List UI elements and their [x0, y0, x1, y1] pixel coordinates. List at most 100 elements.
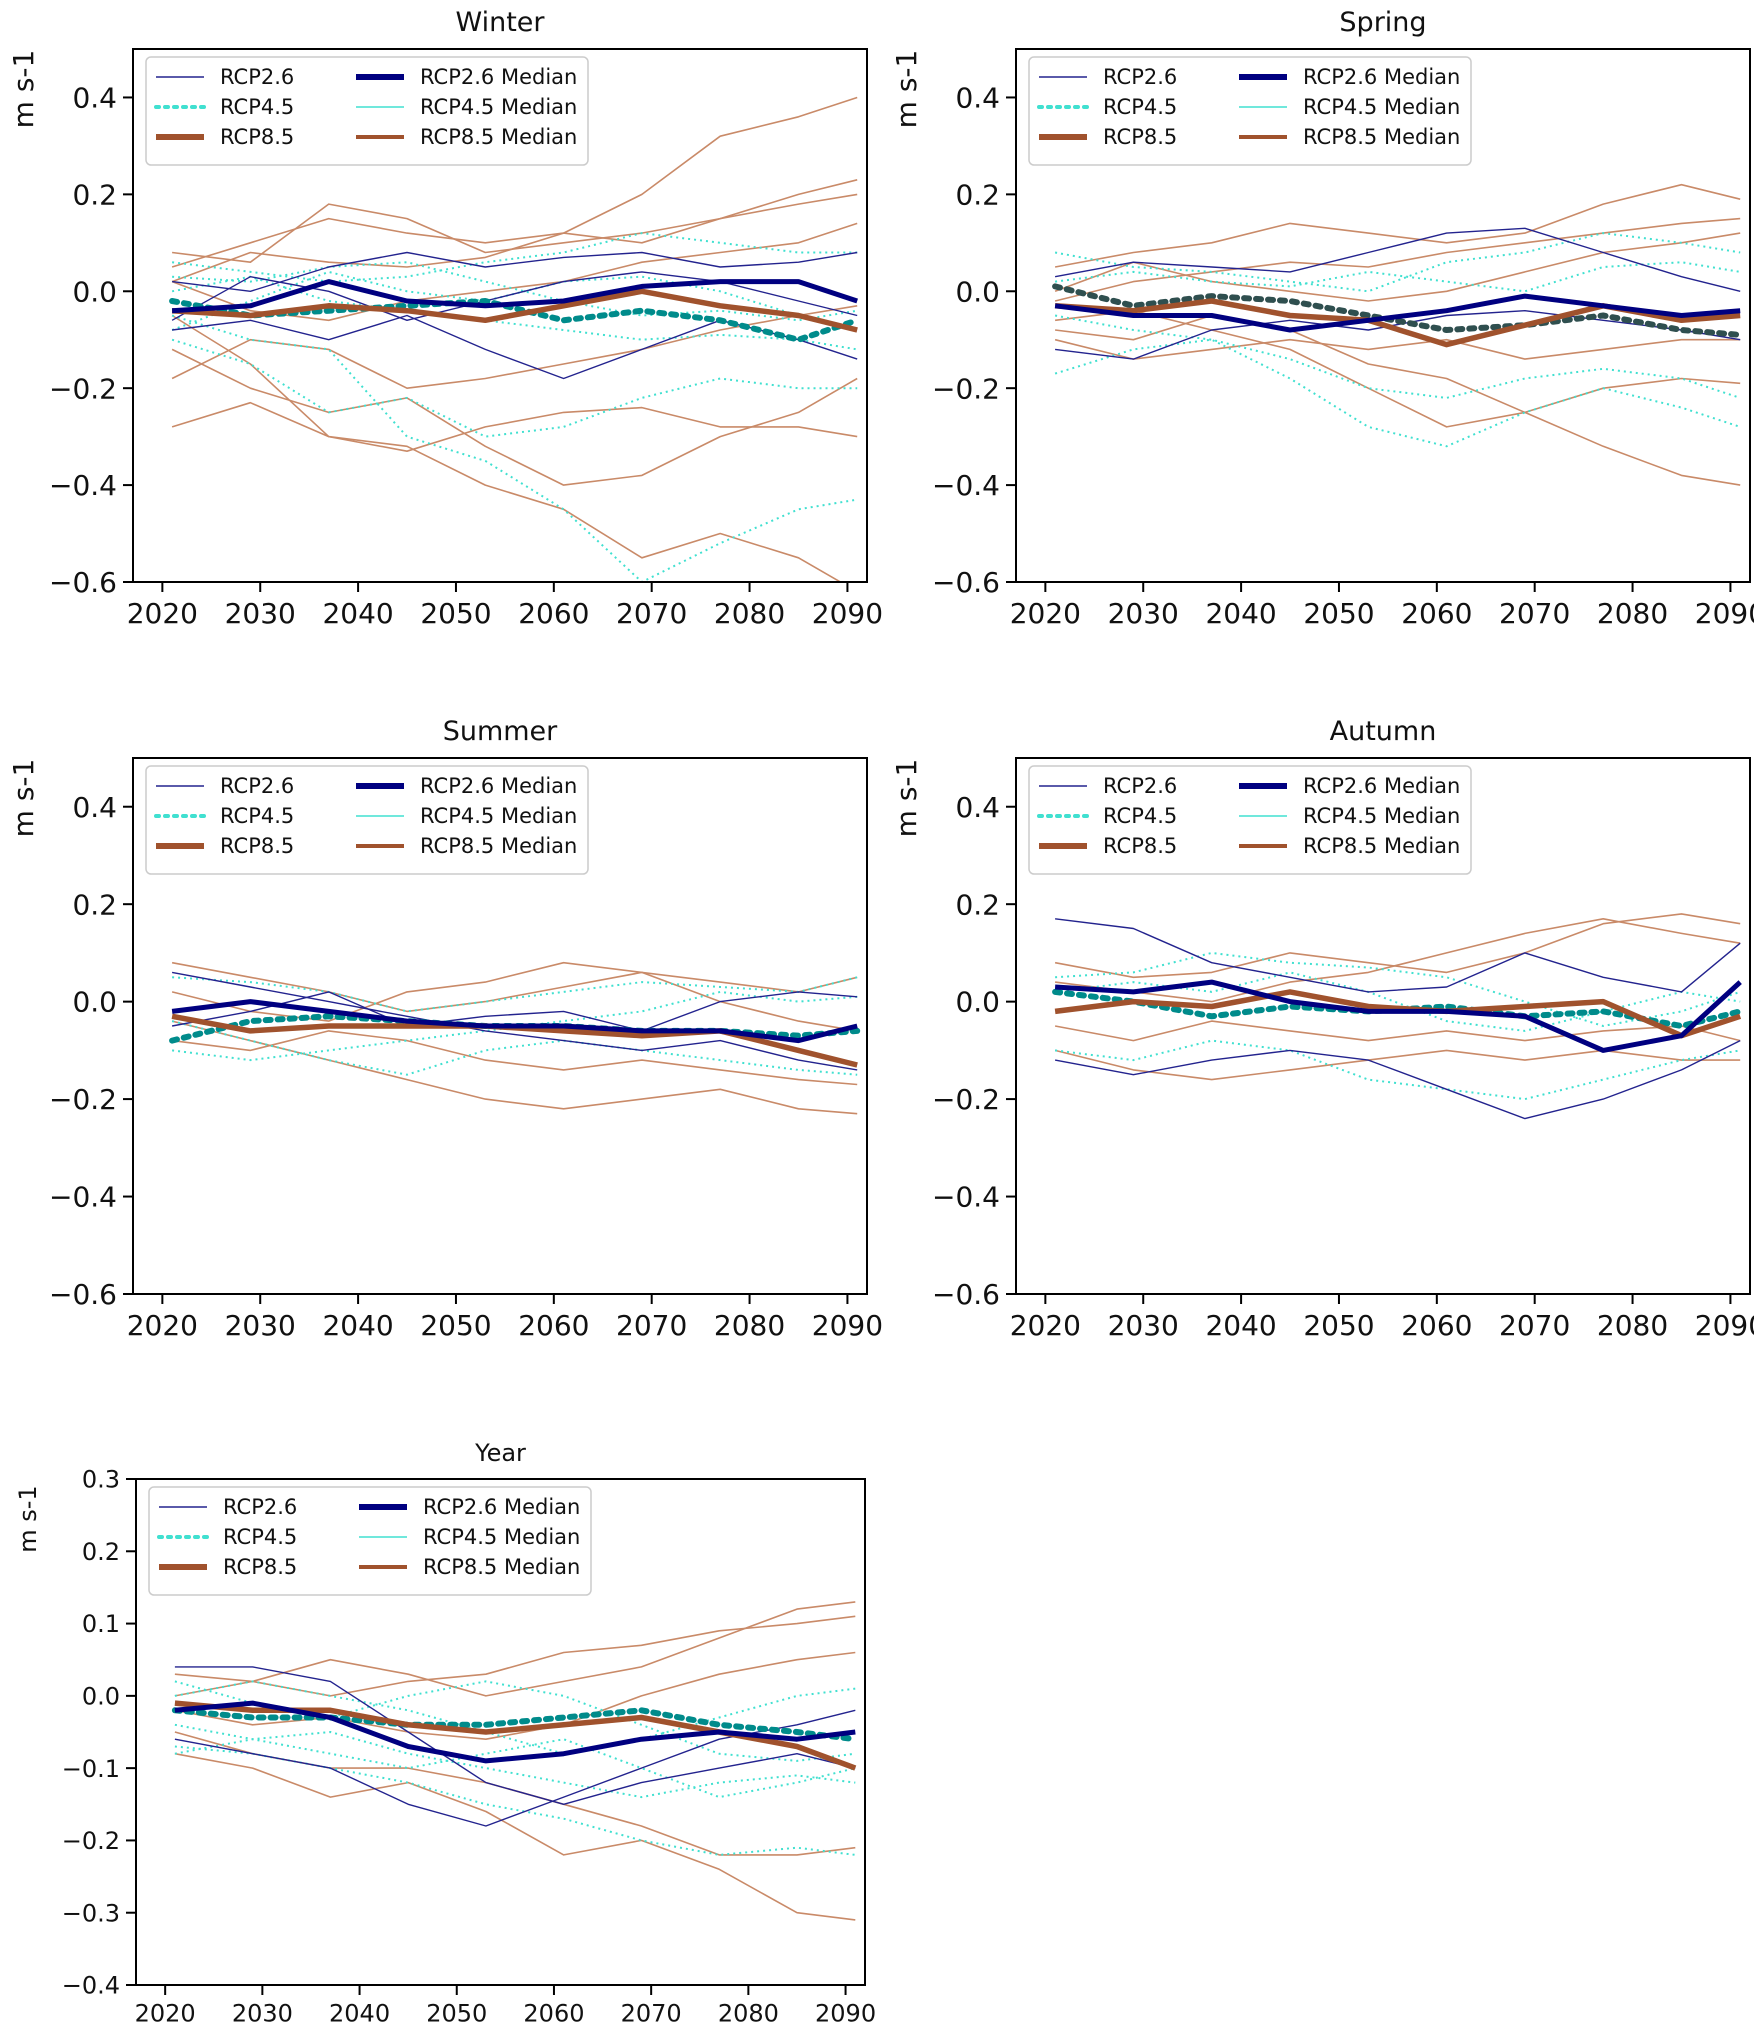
- legend-label: RCP8.5 Median: [1303, 834, 1460, 858]
- y-tick-label: −0.4: [932, 469, 1000, 502]
- rcp26-median-line: [171, 279, 858, 314]
- rcp26-member-line: [1055, 918, 1741, 993]
- legend-label: RCP4.5 Median: [1303, 804, 1460, 828]
- x-tick-label: 2040: [322, 1309, 393, 1342]
- legend-box: [1028, 765, 1472, 875]
- x-tick-label: 2080: [1597, 1309, 1668, 1342]
- x-tick-label: 2020: [1010, 597, 1081, 630]
- rcp85-member-line: [171, 305, 858, 390]
- y-tick-label: −0.6: [932, 1278, 1000, 1311]
- rcp85-member-line: [174, 1731, 856, 1856]
- y-tick-label: 0.0: [72, 986, 117, 1019]
- series-group: [1052, 913, 1744, 1120]
- legend: RCP2.6 RCP4.5 RCP8.5 RCP2.6 Median RCP4.5 Me…: [1028, 56, 1472, 166]
- legend-label: RCP4.5: [220, 804, 294, 828]
- rcp45-member-line: [171, 1020, 858, 1076]
- y-tick-label: 0.1: [82, 1610, 120, 1638]
- rcp85-member-line: [174, 1752, 856, 1921]
- panel-title: Year: [474, 1439, 526, 1467]
- series-group: [1052, 183, 1744, 486]
- y-tick-label: 0.4: [72, 791, 117, 824]
- rcp45-member-line: [1054, 1039, 1741, 1101]
- rcp85-member-line: [1055, 309, 1741, 428]
- legend: RCP2.6 RCP4.5 RCP8.5 RCP2.6 Median RCP4.5 Me…: [148, 1486, 592, 1596]
- x-tick-label: 2060: [1401, 597, 1472, 630]
- y-tick-label: −0.2: [49, 372, 117, 405]
- x-tick-label: 2030: [225, 1309, 296, 1342]
- y-axis-label: m s-1: [14, 1485, 42, 1552]
- x-tick-label: 2060: [518, 1309, 589, 1342]
- y-tick-label: 0.4: [955, 791, 1000, 824]
- rcp85-median-line: [171, 288, 858, 333]
- x-tick-label: 2050: [1303, 1309, 1374, 1342]
- x-tick-label: 2090: [812, 597, 883, 630]
- rcp85-member-line: [172, 193, 858, 264]
- rcp85-member-line: [171, 348, 858, 486]
- x-tick-label: 2070: [1499, 1309, 1570, 1342]
- legend-label: RCP2.6 Median: [1303, 774, 1460, 798]
- x-tick-label: 2080: [1597, 597, 1668, 630]
- legend-label: RCP2.6: [1103, 774, 1177, 798]
- x-tick-label: 2040: [329, 1999, 390, 2027]
- x-tick-label: 2050: [420, 597, 491, 630]
- x-tick-label: 2020: [135, 1999, 196, 2027]
- legend: RCP2.6 RCP4.5 RCP8.5 RCP2.6 Median RCP4.5 Me…: [145, 765, 589, 875]
- x-tick-label: 2020: [1010, 1309, 1081, 1342]
- legend-label: RCP8.5: [223, 1555, 297, 1579]
- legend-label: RCP2.6: [223, 1495, 297, 1519]
- x-tick-label: 2030: [1108, 1309, 1179, 1342]
- y-tick-label: −0.6: [932, 566, 1000, 599]
- x-tick-label: 2090: [1695, 1309, 1754, 1342]
- panel-spring: Spring m s-1 2020 2030 2040 2050 2060 2070 2080 2…: [890, 7, 1754, 630]
- plot-frame: [135, 1478, 866, 1986]
- x-tick-label: 2050: [420, 1309, 491, 1342]
- legend-box: [145, 765, 589, 875]
- x-tick-label: 2080: [714, 1309, 785, 1342]
- legend-label: RCP4.5: [220, 95, 294, 119]
- y-tick-label: 0.2: [72, 178, 117, 211]
- rcp85-member-line: [1054, 232, 1741, 302]
- series-group: [169, 96, 861, 582]
- y-tick-label: 0.4: [955, 82, 1000, 115]
- x-tick-label: 2050: [426, 1999, 487, 2027]
- y-tick-label: −0.4: [932, 1181, 1000, 1214]
- legend-label: RCP8.5: [220, 125, 294, 149]
- y-tick-label: 0.0: [955, 986, 1000, 1019]
- y-tick-label: −0.2: [49, 1083, 117, 1116]
- x-tick-label: 2070: [1499, 597, 1570, 630]
- legend-box: [1028, 56, 1472, 166]
- x-tick-label: 2080: [714, 597, 785, 630]
- y-axis-label: m s-1: [890, 50, 923, 129]
- y-tick-label: 0.2: [955, 888, 1000, 921]
- y-axis-label: m s-1: [7, 50, 40, 129]
- x-tick-label: 2060: [523, 1999, 584, 2027]
- x-tick-label: 2040: [1205, 1309, 1276, 1342]
- rcp85-member-line: [174, 1651, 856, 1740]
- rcp26-member-line: [174, 1709, 856, 1827]
- rcp85-member-line: [1054, 1020, 1741, 1042]
- rcp45-member-line: [1054, 314, 1741, 399]
- x-tick-label: 2070: [621, 1999, 682, 2027]
- legend: RCP2.6 RCP4.5 RCP8.5 RCP2.6 Median RCP4.5 Me…: [1028, 765, 1472, 875]
- rcp45-median-line: [1052, 283, 1744, 338]
- series-group: [169, 961, 861, 1115]
- x-tick-label: 2090: [1695, 597, 1754, 630]
- panel-autumn: Autumn m s-1 2020 2030 2040 2050 2060 2070 2080 2…: [890, 716, 1754, 1342]
- legend-label: RCP4.5 Median: [423, 1525, 580, 1549]
- legend-label: RCP2.6: [220, 65, 294, 89]
- rcp26-member-line: [1054, 1039, 1741, 1120]
- y-tick-label: −0.6: [49, 566, 117, 599]
- plot-frame: [132, 48, 868, 583]
- legend-label: RCP4.5 Median: [1303, 95, 1460, 119]
- y-tick-label: 0.0: [82, 1682, 120, 1710]
- x-tick-label: 2030: [232, 1999, 293, 2027]
- rcp26-member-line: [171, 991, 858, 1032]
- legend-label: RCP2.6 Median: [423, 1495, 580, 1519]
- y-tick-label: −0.4: [49, 1181, 117, 1214]
- panel-summer: Summer m s-1 2020 2030 2040 2050 2060 2070 2080 2…: [7, 716, 883, 1342]
- plot-frame: [1015, 48, 1751, 583]
- legend-label: RCP4.5 Median: [420, 95, 577, 119]
- y-tick-label: 0.4: [72, 82, 117, 115]
- rcp45-member-line: [171, 314, 858, 582]
